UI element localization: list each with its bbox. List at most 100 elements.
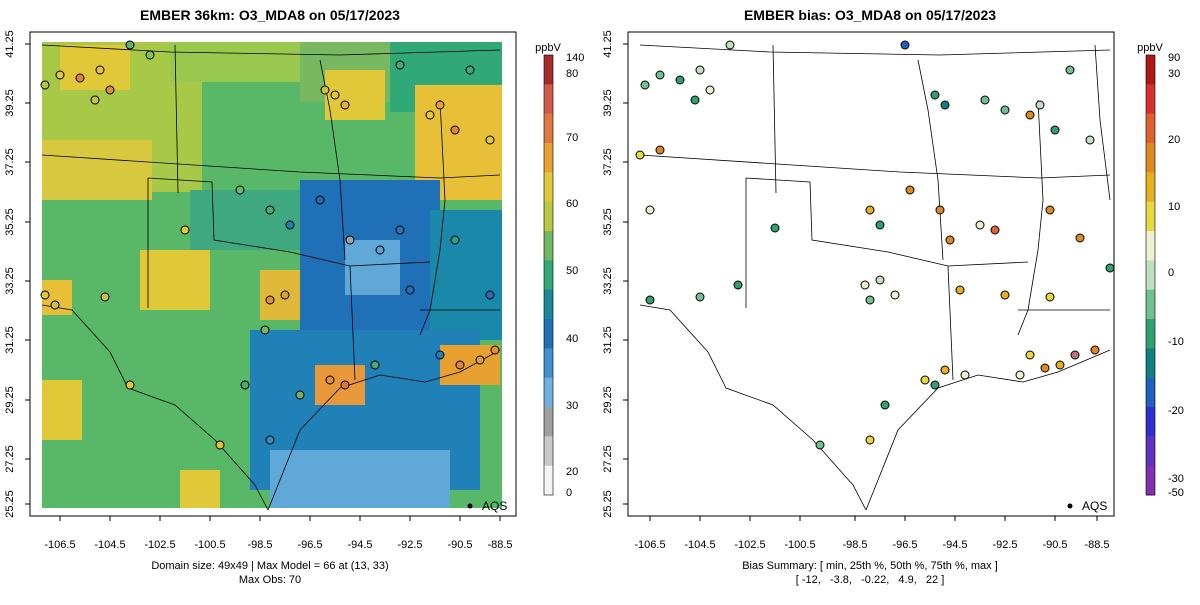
colorbar-cell <box>544 436 553 467</box>
right-x-axis: -106.5 -104.5 -102.5 -100.5 -98.5 -96.5 … <box>634 516 1110 551</box>
left-summary-line1: Domain size: 49x49 | Max Model = 66 at (… <box>151 560 388 572</box>
right-colorbar-tick: 90 <box>1168 52 1180 64</box>
left-colorbar-tick: 30 <box>566 400 578 412</box>
left-colorbar-gradient <box>544 55 553 496</box>
right-colorbar-tick: 20 <box>1168 134 1180 146</box>
left-colorbar-tick: 20 <box>566 466 578 478</box>
left-y-tick-label: 29.25 <box>4 386 16 414</box>
right-y-tick-label: 27.25 <box>602 445 614 473</box>
right-colorbar-tick: 10 <box>1168 201 1180 213</box>
left-x-tick-label: -90.5 <box>447 539 472 551</box>
left-x-tick-label: -96.5 <box>297 539 322 551</box>
left-map-panel: EMBER 36km: O3_MDA8 on 05/17/2023 <box>4 7 584 586</box>
left-x-tick-label: -104.5 <box>94 539 125 551</box>
right-x-tick-label: -102.5 <box>734 539 765 551</box>
right-summary-line1: Bias Summary: [ min, 25th %, 50th %, 75t… <box>742 560 998 572</box>
left-x-tick-label: -94.5 <box>347 539 372 551</box>
right-x-tick-label: -104.5 <box>684 539 715 551</box>
left-colorbar-tick: 50 <box>566 265 578 277</box>
left-colorbar-tick: 0 <box>566 487 572 499</box>
left-colorbar-tick: 60 <box>566 198 578 210</box>
left-y-tick-label: 25.25 <box>4 490 16 518</box>
colorbar-cell <box>1146 172 1155 203</box>
right-summary-line2: [ -12, -3.8, -0.22, 4.9, 22 ] <box>796 574 945 586</box>
left-colorbar-tick: 140 <box>566 52 584 64</box>
right-legend-label: AQS <box>1082 499 1107 513</box>
right-y-tick-label: 37.25 <box>602 148 614 176</box>
left-colorbar-tick: 70 <box>566 132 578 144</box>
right-y-tick-label: 31.25 <box>602 326 614 354</box>
right-y-tick-label: 33.25 <box>602 267 614 295</box>
right-map-frame <box>627 31 1115 517</box>
colorbar-cell <box>544 260 553 291</box>
colorbar-cell <box>1146 84 1155 115</box>
left-x-tick-label: -106.5 <box>44 539 75 551</box>
right-map-panel: EMBER bias: O3_MDA8 on 05/17/2023 <box>602 7 1184 586</box>
colorbar-cell <box>1146 377 1155 408</box>
right-map-area <box>628 32 1114 516</box>
colorbar-cell <box>544 231 553 261</box>
left-y-tick-label: 37.25 <box>4 148 16 176</box>
right-x-tick-label: -94.5 <box>942 539 967 551</box>
colorbar-cell <box>544 143 553 173</box>
colorbar-cell <box>544 55 553 85</box>
left-y-tick-label: 33.25 <box>4 267 16 295</box>
colorbar-cell <box>544 465 553 496</box>
left-x-tick-label: -88.5 <box>487 539 512 551</box>
right-colorbar-tick: 30 <box>1168 68 1180 80</box>
right-x-tick-label: -96.5 <box>892 539 917 551</box>
left-legend-label: AQS <box>482 499 507 513</box>
colorbar-cell <box>1146 143 1155 173</box>
right-colorbar-gradient <box>1146 55 1155 496</box>
left-summary-line2: Max Obs: 70 <box>239 574 301 586</box>
left-x-tick-label: -100.5 <box>194 539 225 551</box>
colorbar-cell <box>544 377 553 408</box>
right-colorbar-tick: -10 <box>1168 336 1184 348</box>
colorbar-cell <box>544 84 553 115</box>
right-map-title: EMBER bias: O3_MDA8 on 05/17/2023 <box>744 7 996 23</box>
colorbar-cell <box>1146 260 1155 291</box>
right-x-tick-label: -98.5 <box>842 539 867 551</box>
right-x-tick-label: -106.5 <box>634 539 665 551</box>
right-x-tick-label: -100.5 <box>784 539 815 551</box>
colorbar-cell <box>544 289 553 320</box>
colorbar-cell <box>1146 201 1155 232</box>
colorbar-cell <box>544 407 553 437</box>
right-y-axis: 41.25 39.25 37.25 35.25 33.25 31.25 29.2… <box>602 30 628 518</box>
left-y-tick-label: 27.25 <box>4 445 16 473</box>
colorbar-cell <box>1146 465 1155 496</box>
colorbar-cell <box>544 172 553 203</box>
colorbar-cell <box>1146 231 1155 261</box>
colorbar-cell <box>544 348 553 379</box>
colorbar-cell <box>1146 289 1155 320</box>
left-y-axis: 41.25 39.25 37.25 35.25 33.25 31.25 29.2… <box>4 30 30 518</box>
right-y-tick-label: 41.25 <box>602 30 614 58</box>
colorbar-cell <box>544 319 553 349</box>
left-y-tick-label: 35.25 <box>4 208 16 236</box>
left-map-area <box>30 32 516 516</box>
left-y-tick-label: 31.25 <box>4 326 16 354</box>
left-colorbar-tick: 80 <box>566 68 578 80</box>
left-map-frame <box>29 31 517 517</box>
colorbar-cell <box>1146 55 1155 85</box>
right-y-tick-label: 29.25 <box>602 386 614 414</box>
colorbar-cell <box>1146 319 1155 349</box>
left-x-tick-label: -92.5 <box>397 539 422 551</box>
right-colorbar-tick: -30 <box>1168 473 1184 485</box>
right-colorbar-tick: -50 <box>1168 487 1184 499</box>
right-colorbar-tick: 0 <box>1168 267 1174 279</box>
left-colorbar-tick: 40 <box>566 333 578 345</box>
colorbar-cell <box>1146 436 1155 467</box>
colorbar-cell <box>1146 407 1155 437</box>
right-colorbar: ppbV 90 30 20 10 0 -10 -20 -30 -50 <box>1137 42 1184 499</box>
colorbar-cell <box>1146 113 1155 144</box>
left-y-tick-label: 39.25 <box>4 89 16 117</box>
left-x-axis: -106.5 -104.5 -102.5 -100.5 -98.5 -96.5 … <box>44 516 513 551</box>
right-y-tick-label: 39.25 <box>602 89 614 117</box>
right-y-tick-label: 25.25 <box>602 490 614 518</box>
colorbar-cell <box>1146 348 1155 379</box>
left-colorbar-unit: ppbV <box>535 42 561 54</box>
left-x-tick-label: -102.5 <box>144 539 175 551</box>
